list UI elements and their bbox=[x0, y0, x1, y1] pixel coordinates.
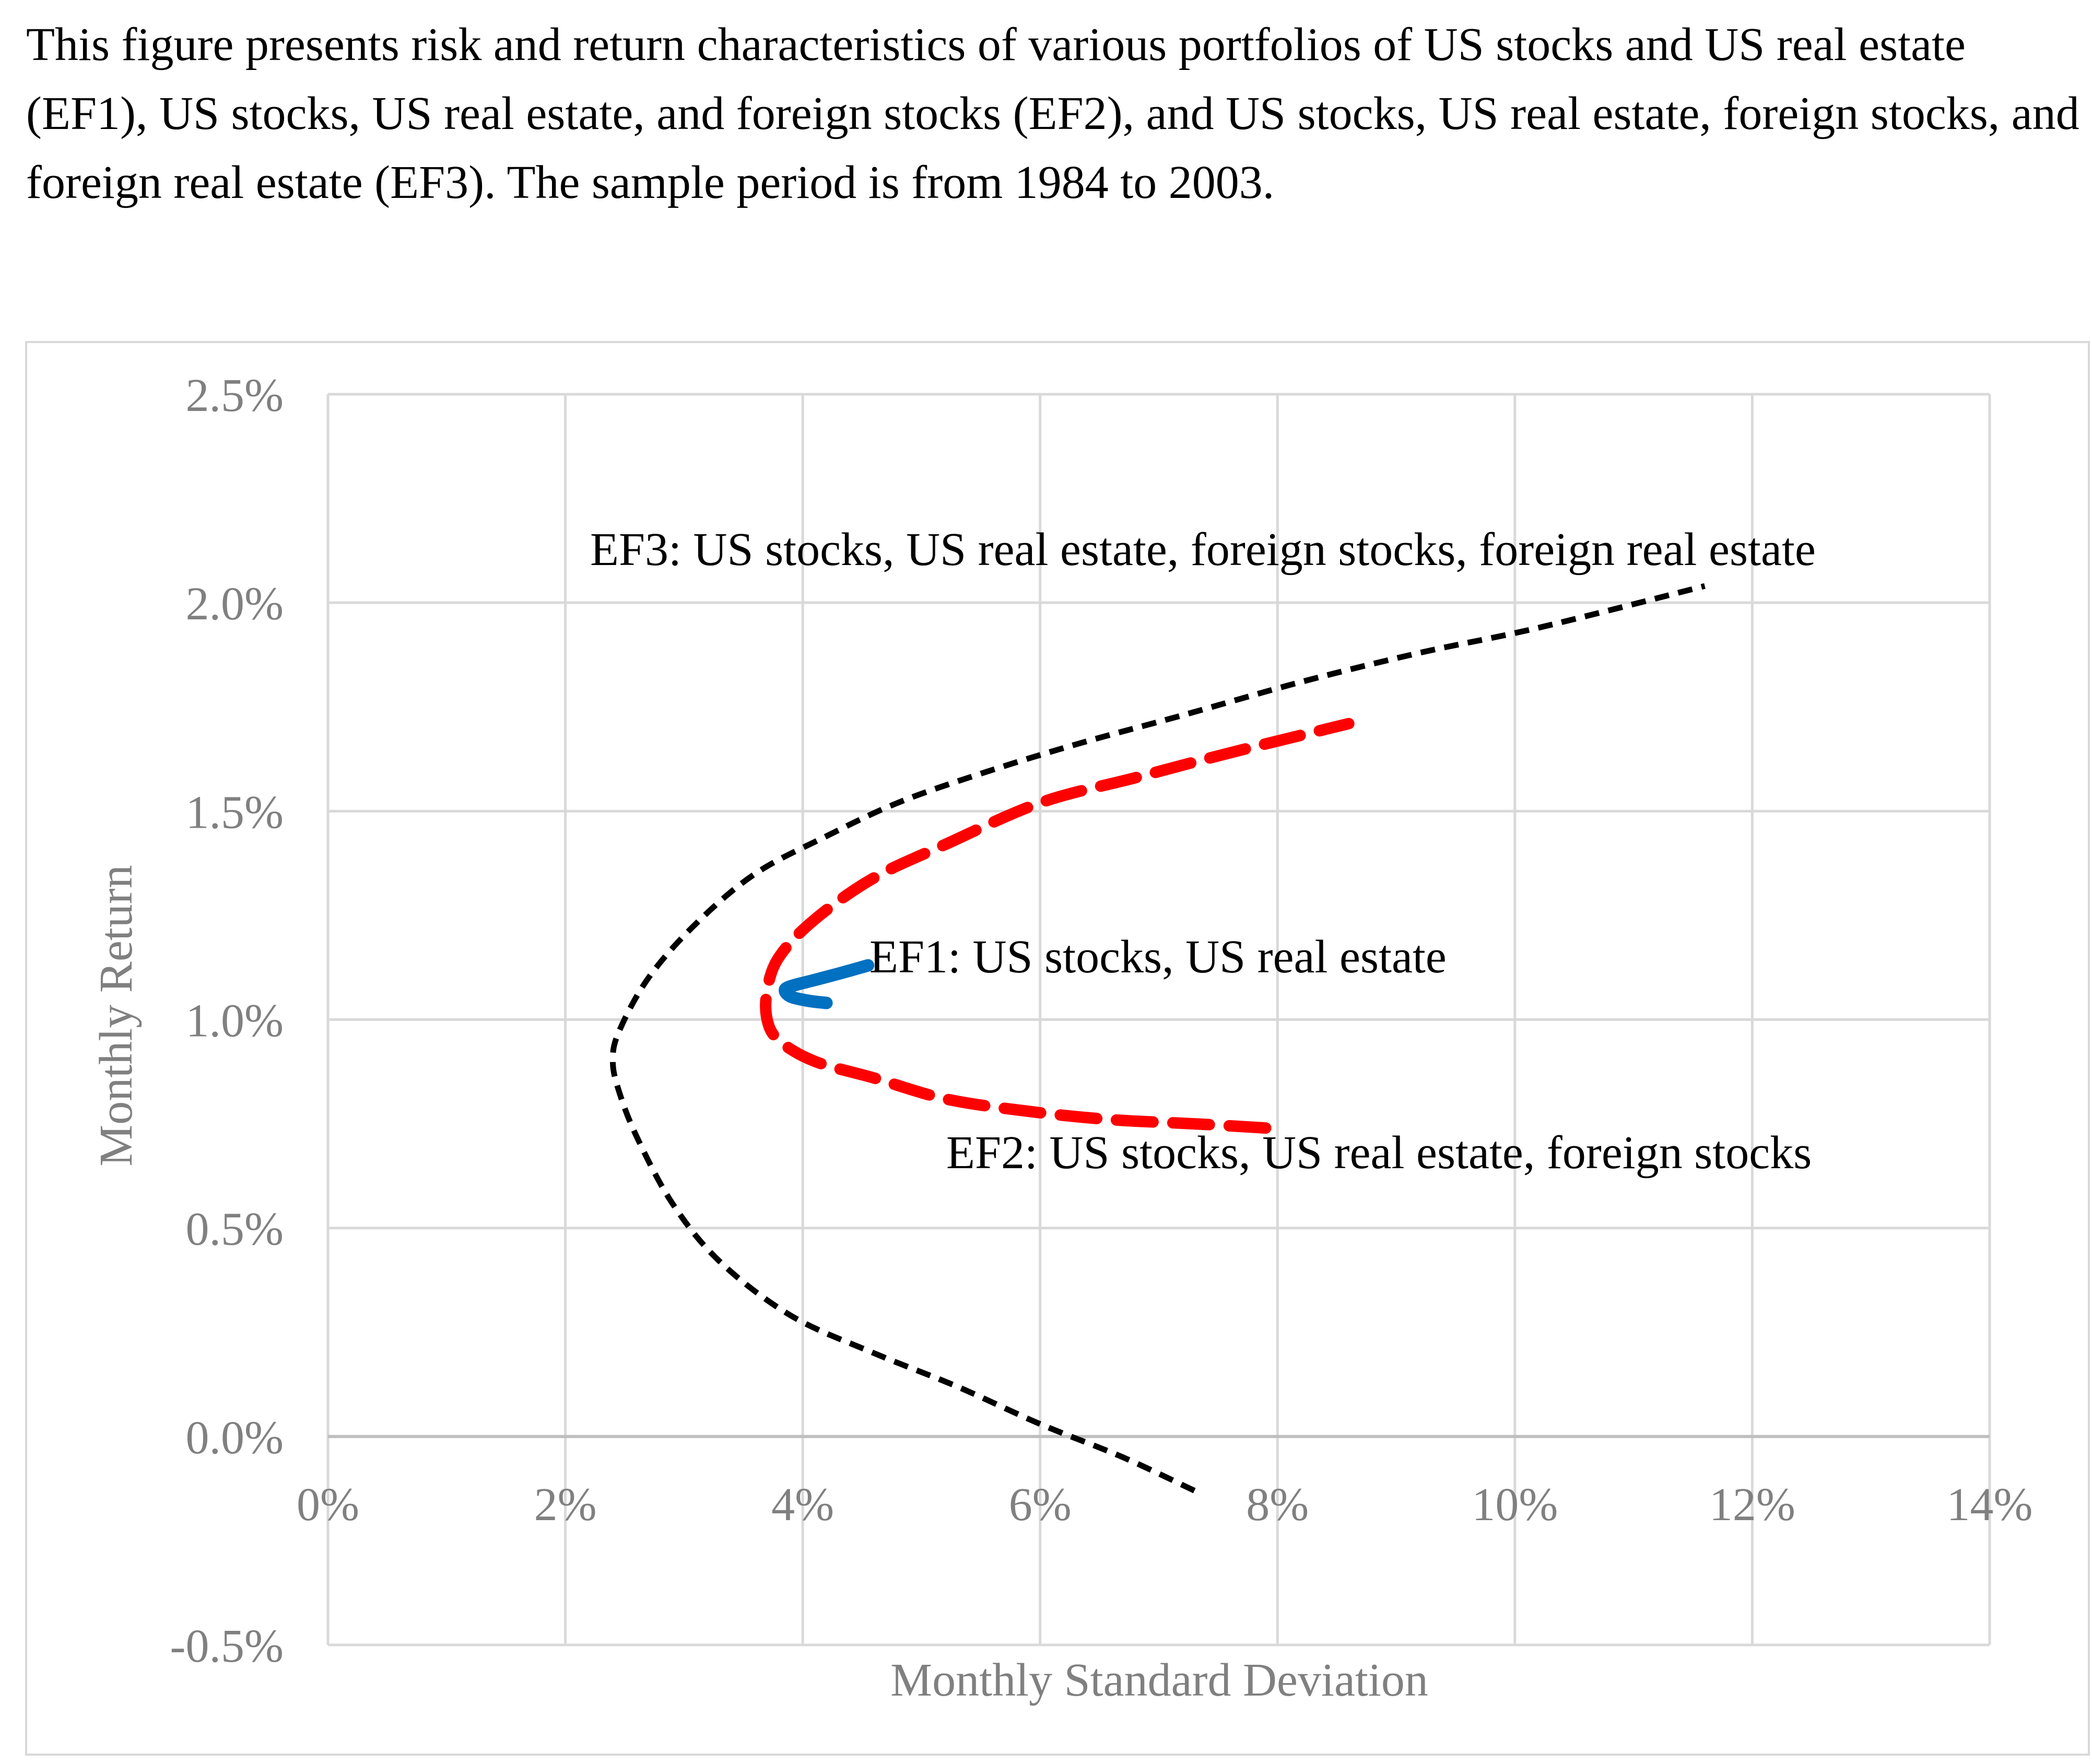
x-tick-label: 4% bbox=[771, 1479, 834, 1531]
x-axis-ticks: 0% 2% 4% 6% 8% 10% 12% 14% bbox=[297, 1479, 2032, 1531]
y-tick-label: 2.5% bbox=[186, 370, 284, 421]
x-tick-label: 6% bbox=[1009, 1479, 1072, 1531]
ef3-label: EF3: US stocks, US real estate, foreign … bbox=[590, 524, 1816, 575]
gridlines bbox=[326, 393, 1991, 1647]
ef1-label: EF1: US stocks, US real estate bbox=[869, 931, 1447, 983]
ef1-frontier-line bbox=[779, 959, 875, 1009]
x-axis-title: Monthly Standard Deviation bbox=[890, 1654, 1428, 1706]
series-group bbox=[610, 583, 1706, 1493]
x-tick-label: 14% bbox=[1947, 1479, 2033, 1531]
ef2-frontier-line bbox=[760, 718, 1355, 1134]
y-tick-label: 2.0% bbox=[186, 578, 284, 630]
y-axis-title: Monthly Return bbox=[90, 865, 142, 1167]
x-tick-label: 0% bbox=[297, 1479, 359, 1531]
y-tick-label: 0.0% bbox=[186, 1412, 284, 1464]
x-tick-label: 8% bbox=[1246, 1479, 1309, 1531]
series-labels: EF3: US stocks, US real estate, foreign … bbox=[590, 524, 1816, 1179]
figure-caption: This figure presents risk and return cha… bbox=[26, 19, 2079, 208]
y-axis-ticks: 2.5% 2.0% 1.5% 1.0% 0.5% 0.0% -0.5% bbox=[170, 370, 284, 1672]
y-tick-label: -0.5% bbox=[170, 1620, 284, 1672]
x-tick-label: 10% bbox=[1472, 1479, 1558, 1531]
y-tick-label: 1.0% bbox=[186, 995, 284, 1047]
chart-area-border bbox=[25, 341, 2090, 1756]
y-tick-label: 0.5% bbox=[186, 1204, 284, 1255]
ef2-label: EF2: US stocks, US real estate, foreign … bbox=[946, 1127, 1812, 1179]
x-tick-label: 2% bbox=[534, 1479, 597, 1531]
y-tick-label: 1.5% bbox=[186, 786, 284, 838]
x-tick-label: 12% bbox=[1709, 1479, 1795, 1531]
